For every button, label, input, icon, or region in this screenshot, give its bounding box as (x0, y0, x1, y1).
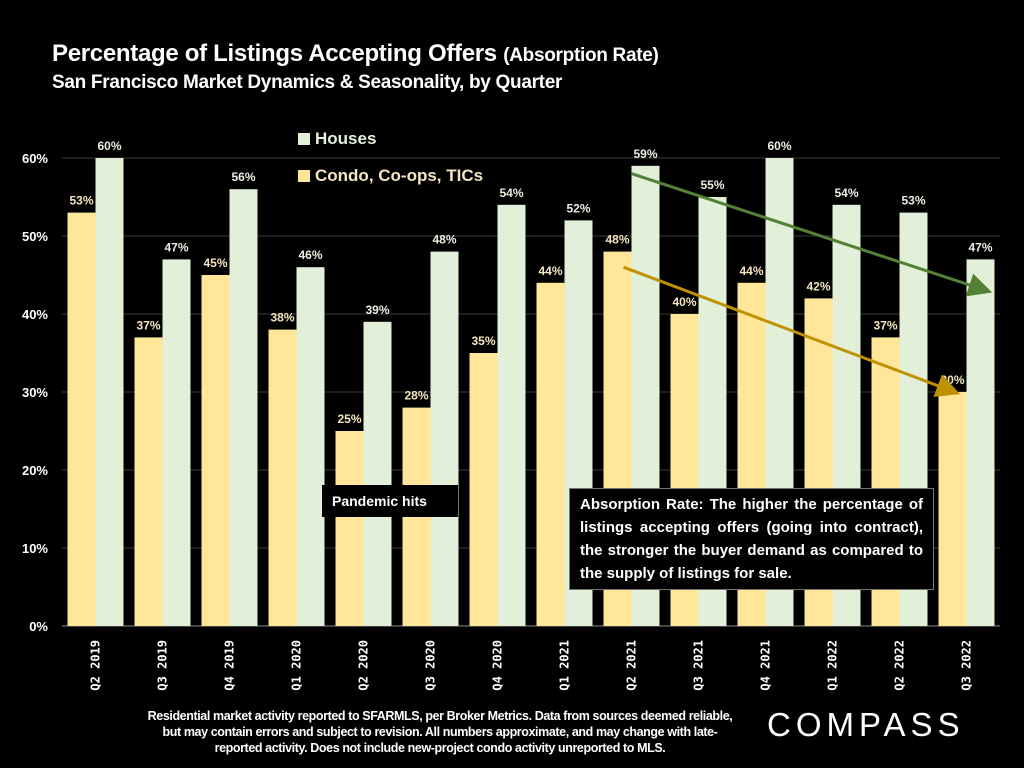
x-tick-label: Q3 2019 (156, 640, 170, 691)
bar-houses (966, 259, 995, 626)
pandemic-annotation: Pandemic hits (322, 485, 458, 517)
x-tick-label: Q3 2020 (424, 640, 438, 691)
data-label-condo: 48% (605, 233, 629, 247)
x-tick-label: Q3 2022 (960, 640, 974, 691)
data-label-houses: 60% (767, 139, 791, 153)
x-tick-label: Q2 2020 (357, 640, 371, 691)
data-label-condo: 37% (873, 318, 897, 332)
x-tick-label: Q2 2019 (89, 640, 103, 691)
data-label-condo: 45% (203, 256, 227, 270)
x-tick-label: Q4 2021 (759, 640, 773, 691)
bar-condo (134, 337, 163, 626)
bar-condo (268, 329, 297, 626)
chart-title: Percentage of Listings Accepting Offers … (52, 40, 659, 68)
data-label-condo: 28% (404, 389, 428, 403)
legend-item-condo: Condo, Co-ops, TICs (298, 165, 483, 187)
bar-condo (201, 275, 230, 626)
y-tick-label: 0% (29, 619, 48, 634)
bar-condo (469, 353, 498, 626)
bar-condo (335, 431, 364, 626)
data-label-houses: 46% (298, 248, 322, 262)
y-tick-label: 10% (22, 541, 48, 556)
x-tick-label: Q1 2021 (558, 640, 572, 691)
legend-swatch-condo (298, 170, 310, 182)
x-tick-label: Q1 2022 (826, 640, 840, 691)
bar-condo (938, 392, 967, 626)
data-label-condo: 37% (136, 318, 160, 332)
trend-arrow-houses (631, 172, 993, 297)
data-label-condo: 53% (69, 194, 93, 208)
bar-houses (296, 267, 325, 626)
bar-houses (229, 189, 258, 626)
bar-condo (67, 212, 96, 626)
x-tick-label: Q2 2021 (625, 640, 639, 691)
data-label-houses: 48% (432, 233, 456, 247)
y-tick-label: 20% (22, 463, 48, 478)
bar-houses (497, 204, 526, 627)
x-tick-label: Q3 2021 (692, 640, 706, 691)
bar-houses (162, 259, 191, 626)
title-paren: (Absorption Rate) (503, 45, 659, 66)
absorption-info-box: Absorption Rate: The higher the percenta… (569, 488, 934, 590)
x-tick-label: Q4 2020 (491, 640, 505, 691)
legend-label-condo: Condo, Co-ops, TICs (315, 166, 484, 185)
data-label-houses: 59% (633, 147, 657, 161)
compass-logo: COMPASS (767, 706, 965, 743)
y-tick-label: 50% (22, 229, 48, 244)
data-label-condo: 35% (471, 334, 495, 348)
data-label-houses: 60% (97, 139, 121, 153)
data-label-houses: 55% (700, 178, 724, 192)
legend: Houses Condo, Co-ops, TICs (298, 128, 483, 202)
data-label-condo: 30% (940, 373, 964, 387)
footnote: Residential market activity reported to … (147, 709, 733, 755)
y-tick-label: 30% (22, 385, 48, 400)
legend-label-houses: Houses (315, 129, 377, 148)
bar-houses (95, 158, 124, 626)
trend-arrow-condo (622, 265, 961, 397)
y-tick-label: 60% (22, 151, 48, 166)
data-label-condo: 44% (538, 264, 562, 278)
bar-houses (430, 251, 459, 626)
bar-condo (536, 282, 565, 626)
data-label-condo: 44% (739, 264, 763, 278)
y-tick-label: 40% (22, 307, 48, 322)
title-main: Percentage of Listings Accepting Offers (52, 40, 497, 67)
data-label-houses: 52% (566, 201, 590, 215)
x-tick-label: Q2 2022 (893, 640, 907, 691)
data-label-condo: 42% (806, 279, 830, 293)
data-label-houses: 47% (968, 240, 992, 254)
data-label-houses: 47% (164, 240, 188, 254)
x-tick-label: Q4 2019 (223, 640, 237, 691)
chart-subtitle: San Francisco Market Dynamics & Seasonal… (52, 72, 563, 93)
data-label-condo: 25% (337, 412, 361, 426)
data-label-houses: 53% (901, 194, 925, 208)
x-tick-label: Q1 2020 (290, 640, 304, 691)
data-label-houses: 54% (499, 186, 523, 200)
data-label-condo: 38% (270, 311, 294, 325)
data-label-houses: 39% (365, 303, 389, 317)
data-label-houses: 54% (834, 186, 858, 200)
legend-item-houses: Houses (298, 128, 483, 150)
data-label-houses: 56% (231, 170, 255, 184)
data-label-condo: 40% (672, 295, 696, 309)
legend-swatch-houses (298, 133, 310, 145)
bar-houses (363, 321, 392, 626)
